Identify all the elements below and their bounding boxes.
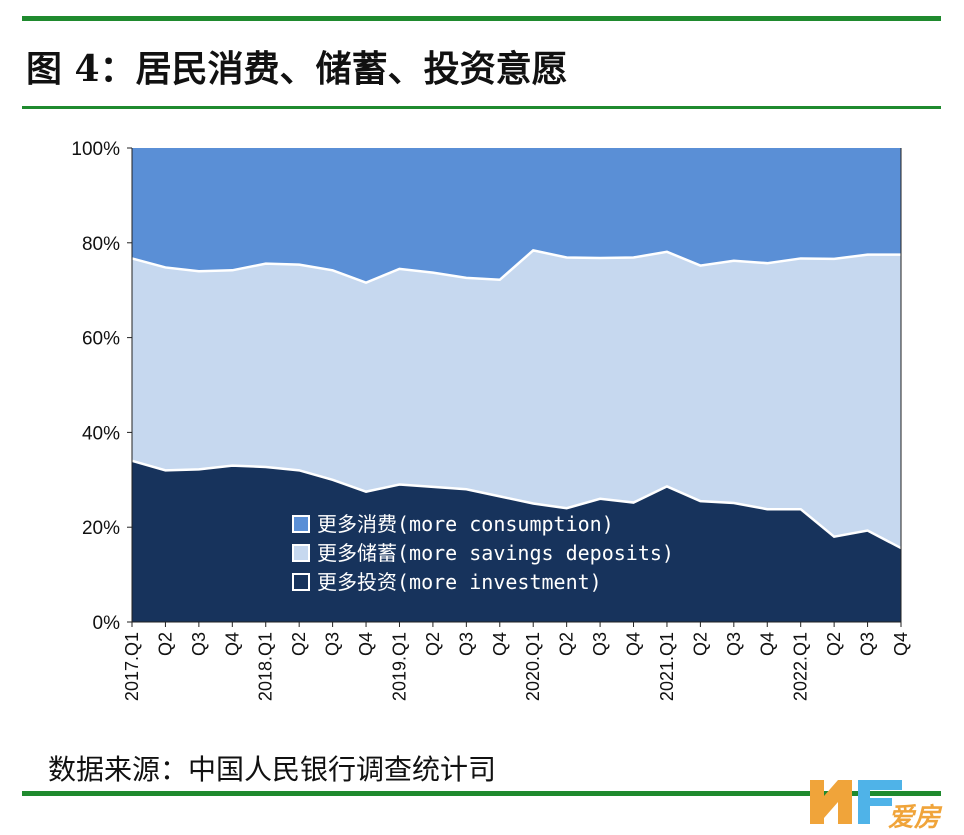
x-tick-label: Q4 — [624, 632, 644, 656]
x-tick-label: Q3 — [590, 632, 610, 656]
x-tick-label: Q2 — [289, 632, 309, 656]
x-tick-label: Q2 — [155, 632, 175, 656]
watermark-text: 爱房 — [888, 803, 941, 833]
y-tick-label: 80% — [82, 234, 120, 255]
x-tick-label: 2021.Q1 — [657, 632, 677, 701]
area-savings — [132, 250, 901, 549]
y-tick-label: 40% — [82, 423, 120, 444]
figure-title: 图 4：居民消费、储蓄、投资意愿 — [26, 48, 568, 90]
title-underline — [22, 106, 941, 109]
area-investment — [132, 460, 901, 622]
area-consumption — [132, 148, 901, 283]
x-tick-label: Q4 — [490, 632, 510, 656]
x-tick-label: 2018.Q1 — [256, 632, 276, 701]
legend-label-investment: 更多投资(more investment) — [317, 570, 602, 594]
x-tick-label: Q3 — [858, 632, 878, 656]
x-tick-label: Q2 — [690, 632, 710, 656]
x-tick-label: 2020.Q1 — [523, 632, 543, 701]
legend-swatch-investment — [292, 573, 310, 591]
bottom-rule — [22, 791, 941, 796]
x-tick-label: Q3 — [724, 632, 744, 656]
x-tick-label: Q3 — [189, 632, 209, 656]
legend-label-savings: 更多储蓄(more savings deposits) — [317, 541, 674, 565]
y-tick-label: 20% — [82, 518, 120, 539]
x-tick-label: 2017.Q1 — [122, 632, 142, 701]
source-note: 数据来源：中国人民银行调查统计司 — [48, 753, 497, 786]
x-tick-label: Q4 — [222, 632, 242, 656]
x-tick-label: Q4 — [356, 632, 376, 656]
watermark-logo — [810, 780, 902, 824]
top-rule — [22, 16, 941, 21]
legend-swatch-savings — [292, 544, 310, 562]
x-tick-label: Q3 — [456, 632, 476, 656]
y-tick-label: 100% — [71, 139, 120, 160]
x-tick-label: Q3 — [323, 632, 343, 656]
boundary-line-investment — [131, 459, 902, 550]
x-tick-label: Q2 — [423, 632, 443, 656]
boundary-line-savings — [131, 249, 901, 284]
y-tick-label: 60% — [82, 329, 120, 350]
x-tick-label: 2022.Q1 — [791, 632, 811, 701]
x-tick-label: Q2 — [824, 632, 844, 656]
x-tick-label: Q4 — [757, 632, 777, 656]
x-tick-label: 2019.Q1 — [389, 632, 409, 701]
legend-label-consumption: 更多消费(more consumption) — [317, 512, 614, 536]
x-tick-label: Q2 — [557, 632, 577, 656]
y-tick-label: 0% — [93, 613, 121, 634]
x-tick-label: Q4 — [891, 632, 911, 656]
legend-swatch-consumption — [292, 515, 310, 533]
